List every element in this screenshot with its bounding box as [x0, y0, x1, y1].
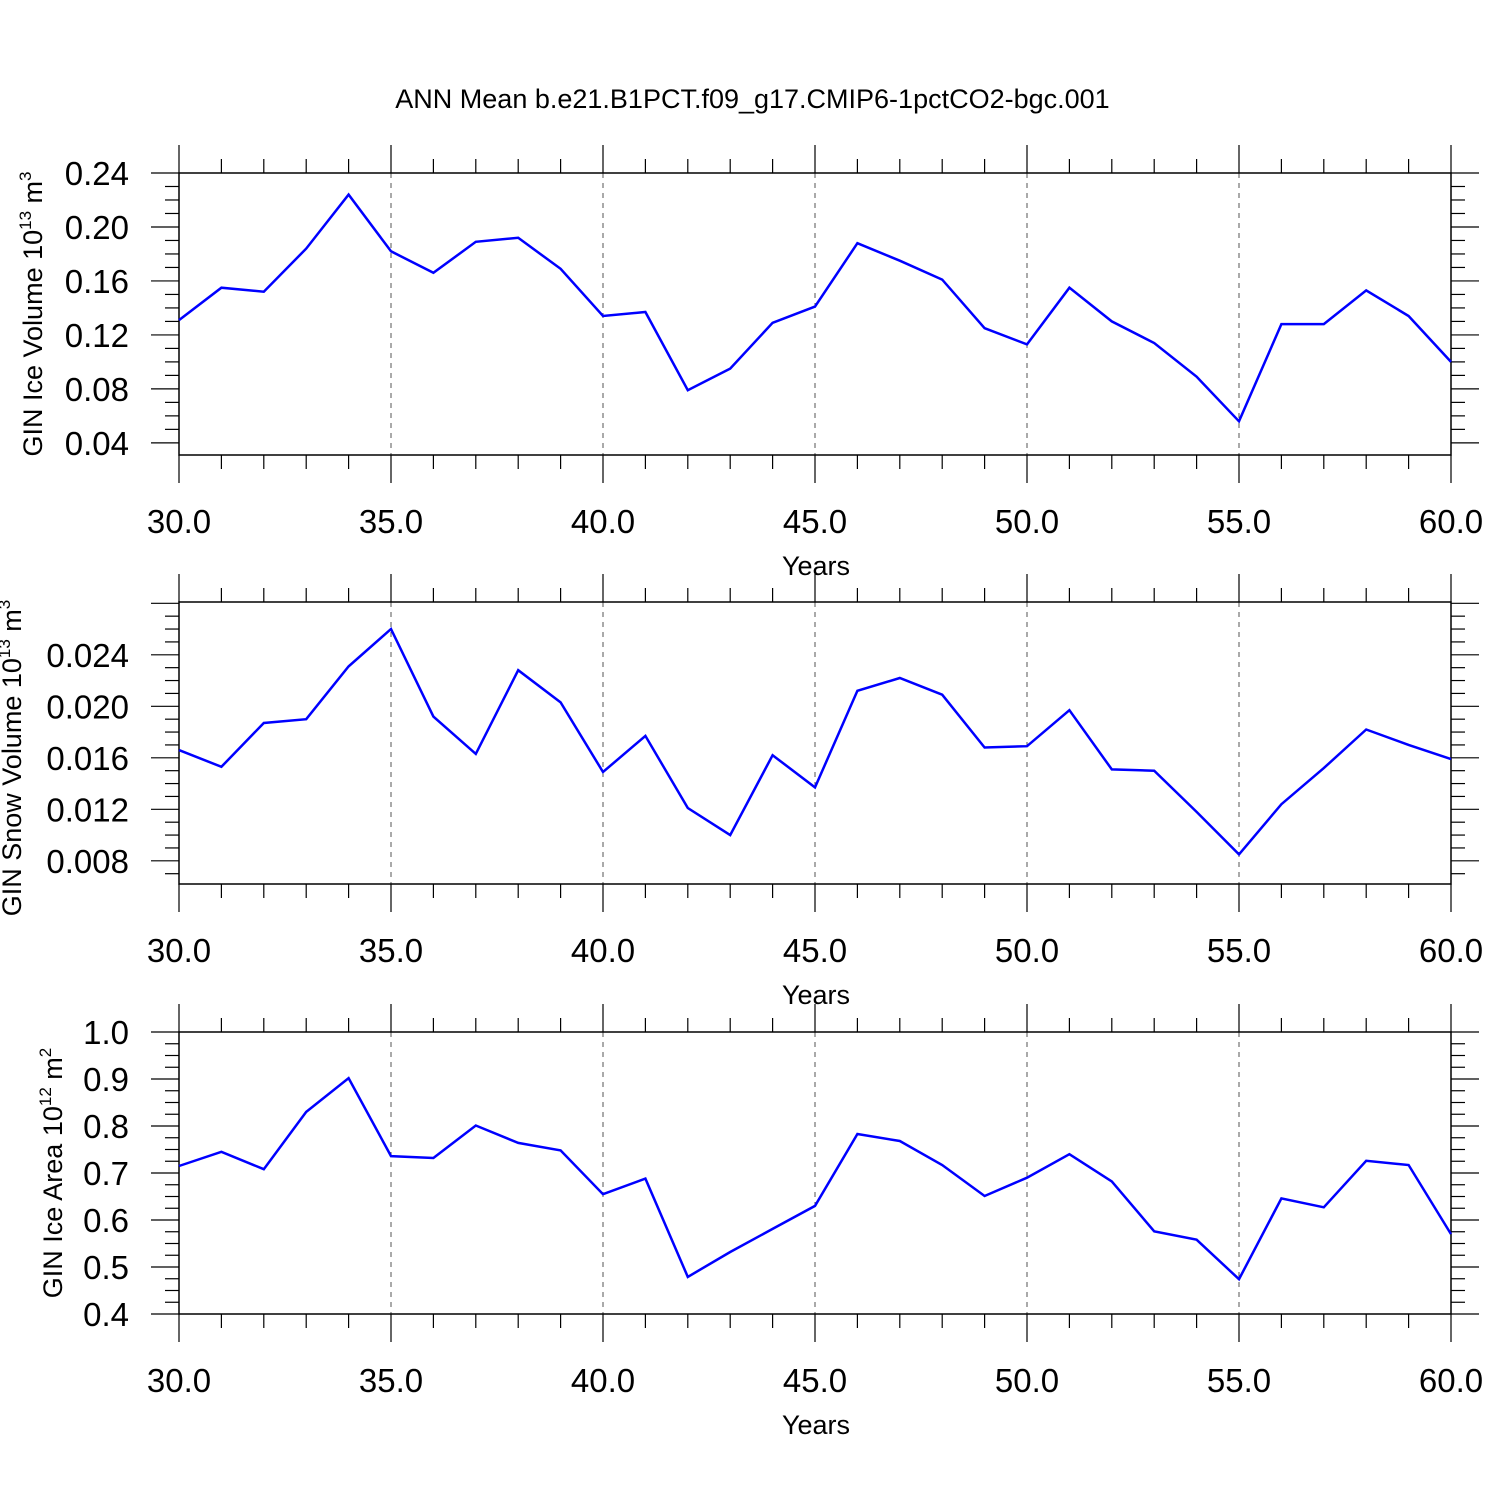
panel-1-x-tick-label: 35.0 [359, 503, 423, 540]
panel-1-x-tick-label: 50.0 [995, 503, 1059, 540]
panel-2-x-tick-label: 55.0 [1207, 932, 1271, 969]
panel-3-y-axis-title-part: GIN Ice Area 10 [38, 1106, 68, 1298]
panel-1-y-tick-label: 0.04 [65, 425, 129, 462]
panel-2-x-tick-label: 45.0 [783, 932, 847, 969]
panel-3-x-axis-title: Years [782, 1410, 850, 1440]
panel-1-y-axis-title: GIN Ice Volume 1013 m3 [16, 171, 48, 456]
panel-3-y-tick-label: 0.9 [83, 1061, 129, 1098]
panel-2-y-axis-title-part: m [0, 609, 27, 639]
panel-3-x-tick-label: 45.0 [783, 1362, 847, 1399]
panel-2-x-tick-label: 35.0 [359, 932, 423, 969]
panel-2-y-tick-label: 0.016 [46, 740, 129, 777]
panel-3-y-tick-label: 0.8 [83, 1108, 129, 1145]
panel-3-x-tick-label: 35.0 [359, 1362, 423, 1399]
panel-1-y-tick-label: 0.16 [65, 263, 129, 300]
panel-3-y-tick-label: 0.4 [83, 1296, 129, 1333]
panel-1-y-tick-label: 0.08 [65, 371, 129, 408]
panel-3-y-axis-title-part: 12 [36, 1087, 55, 1106]
panel-2-x-axis-title: Years [782, 980, 850, 1010]
panel-3-y-tick-label: 0.7 [83, 1155, 129, 1192]
panel-2-y-axis-title-part: GIN Snow Volume 10 [0, 658, 27, 916]
panel-1-x-tick-label: 30.0 [147, 503, 211, 540]
chart-title: ANN Mean b.e21.B1PCT.f09_g17.CMIP6-1pctC… [395, 84, 1110, 114]
panel-2-y-axis-title-part: 3 [0, 600, 14, 609]
panel-3-y-axis-title-part: 2 [36, 1048, 55, 1057]
panel-2-y-tick-label: 0.024 [46, 637, 129, 674]
panel-1-y-axis-title-part: 13 [16, 211, 35, 230]
panel-3-y-tick-label: 0.6 [83, 1202, 129, 1239]
panel-3-y-tick-label: 0.5 [83, 1249, 129, 1286]
panel-3-x-tick-label: 40.0 [571, 1362, 635, 1399]
panel-1-y-axis-title-part: m [18, 181, 48, 211]
panel-2-x-tick-label: 30.0 [147, 932, 211, 969]
panel-1-x-tick-label: 45.0 [783, 503, 847, 540]
panel-3-y-tick-label: 1.0 [83, 1014, 129, 1051]
panel-2-x-tick-label: 50.0 [995, 932, 1059, 969]
panel-3-x-tick-label: 55.0 [1207, 1362, 1271, 1399]
panel-2-y-tick-label: 0.020 [46, 688, 129, 725]
panel-1-x-tick-label: 60.0 [1419, 503, 1483, 540]
panel-1-y-axis-title-part: GIN Ice Volume 10 [18, 230, 48, 457]
panel-3-series-line [178, 1076, 1453, 1282]
panel-1-y-axis-title-part: 3 [16, 171, 35, 180]
panel-2-y-axis-title-part: 13 [0, 639, 14, 658]
panel-3-x-tick-label: 30.0 [147, 1362, 211, 1399]
panel-1-x-tick-label: 55.0 [1207, 503, 1271, 540]
panel-1-y-tick-label: 0.24 [65, 155, 129, 192]
panel-2-y-tick-label: 0.008 [46, 843, 129, 880]
panel-1-y-tick-label: 0.20 [65, 209, 129, 246]
panel-2-x-tick-label: 60.0 [1419, 932, 1483, 969]
panel-2-x-tick-label: 40.0 [571, 932, 635, 969]
panel-3-y-axis-title-part: m [38, 1057, 68, 1087]
panel-3-y-axis-title: GIN Ice Area 1012 m2 [36, 1048, 68, 1299]
panel-1-x-tick-label: 40.0 [571, 503, 635, 540]
panel-1-x-axis-title: Years [782, 551, 850, 581]
panel-2-y-tick-label: 0.012 [46, 791, 129, 828]
panel-1-series-line [178, 192, 1452, 424]
panel-3-x-tick-label: 60.0 [1419, 1362, 1483, 1399]
panel-1-y-tick-label: 0.12 [65, 317, 129, 354]
panel-3-x-tick-label: 50.0 [995, 1362, 1059, 1399]
panel-2-y-axis-title: GIN Snow Volume 1013 m3 [0, 600, 27, 917]
panel-2-series-line [178, 626, 1452, 857]
